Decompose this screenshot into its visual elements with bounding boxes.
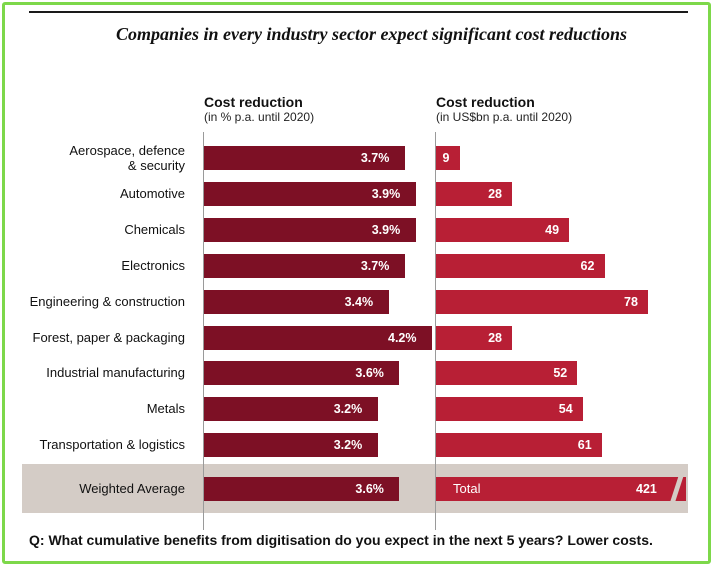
percent-label: 3.2% <box>333 438 363 453</box>
percent-label: 3.9% <box>371 222 401 237</box>
category-label: Chemicals <box>124 221 185 237</box>
percent-label: 3.7% <box>360 258 390 273</box>
total-text: Total <box>453 481 481 496</box>
percent-bar <box>204 433 378 458</box>
percent-bar <box>204 361 400 386</box>
usd-label: 62 <box>580 258 595 273</box>
usd-label: 78 <box>624 294 638 309</box>
usd-bar <box>436 146 461 170</box>
percent-label: 3.2% <box>333 402 363 417</box>
category-label: Automotive <box>119 185 185 201</box>
usd-label: 28 <box>488 186 502 201</box>
usd-bar <box>436 253 605 278</box>
usd-bar <box>436 289 648 314</box>
percent-label: 3.6% <box>355 366 384 381</box>
left-column-subtitle: (in % p.a. until 2020) <box>204 110 315 124</box>
average-percent-label: 3.6% <box>355 482 384 496</box>
percent-label: 3.4% <box>344 294 374 309</box>
percent-label: 4.2% <box>388 330 417 345</box>
usd-label: 49 <box>545 222 560 237</box>
category-label: Industrial manufacturing <box>46 365 185 381</box>
right-column-subtitle: (in US$bn p.a. until 2020) <box>436 110 573 124</box>
usd-label: 9 <box>442 151 450 165</box>
average-category-label: Weighted Average <box>79 481 185 496</box>
percent-bar <box>204 181 416 206</box>
usd-bar <box>436 325 513 350</box>
category-label: Electronics <box>121 257 185 273</box>
usd-bar <box>436 181 513 206</box>
usd-label: 54 <box>558 402 573 417</box>
survey-question: Q: What cumulative benefits from digitis… <box>29 532 653 548</box>
usd-bar <box>436 217 570 242</box>
total-bar <box>436 477 686 501</box>
percent-bar <box>204 146 405 170</box>
category-label: Engineering & construction <box>29 293 185 309</box>
category-label: Metals <box>146 401 185 417</box>
percent-bar <box>204 289 389 314</box>
usd-label: 28 <box>488 330 502 345</box>
category-label: Aerospace, defence & security <box>69 143 185 173</box>
percent-label: 3.7% <box>360 151 390 165</box>
usd-bar <box>436 361 578 386</box>
usd-bar <box>436 433 602 458</box>
chart-title: Companies in every industry sector expec… <box>116 24 627 44</box>
percent-bar <box>204 325 432 350</box>
left-column-title: Cost reduction <box>204 94 303 110</box>
right-column-title: Cost reduction <box>436 94 535 110</box>
total-value-label: 421 <box>636 482 657 496</box>
right-axis-line <box>435 132 436 530</box>
percent-label: 3.9% <box>371 186 401 201</box>
left-axis-line <box>203 132 204 530</box>
usd-bar <box>436 397 583 422</box>
category-label: Forest, paper & packaging <box>32 329 185 345</box>
top-rule <box>29 11 688 13</box>
category-label: Transportation & logistics <box>39 437 185 453</box>
usd-label: 61 <box>577 438 592 453</box>
percent-bar <box>204 217 416 242</box>
usd-label: 52 <box>553 366 568 381</box>
percent-bar <box>204 253 405 278</box>
average-percent-bar <box>204 477 400 501</box>
percent-bar <box>204 397 378 422</box>
